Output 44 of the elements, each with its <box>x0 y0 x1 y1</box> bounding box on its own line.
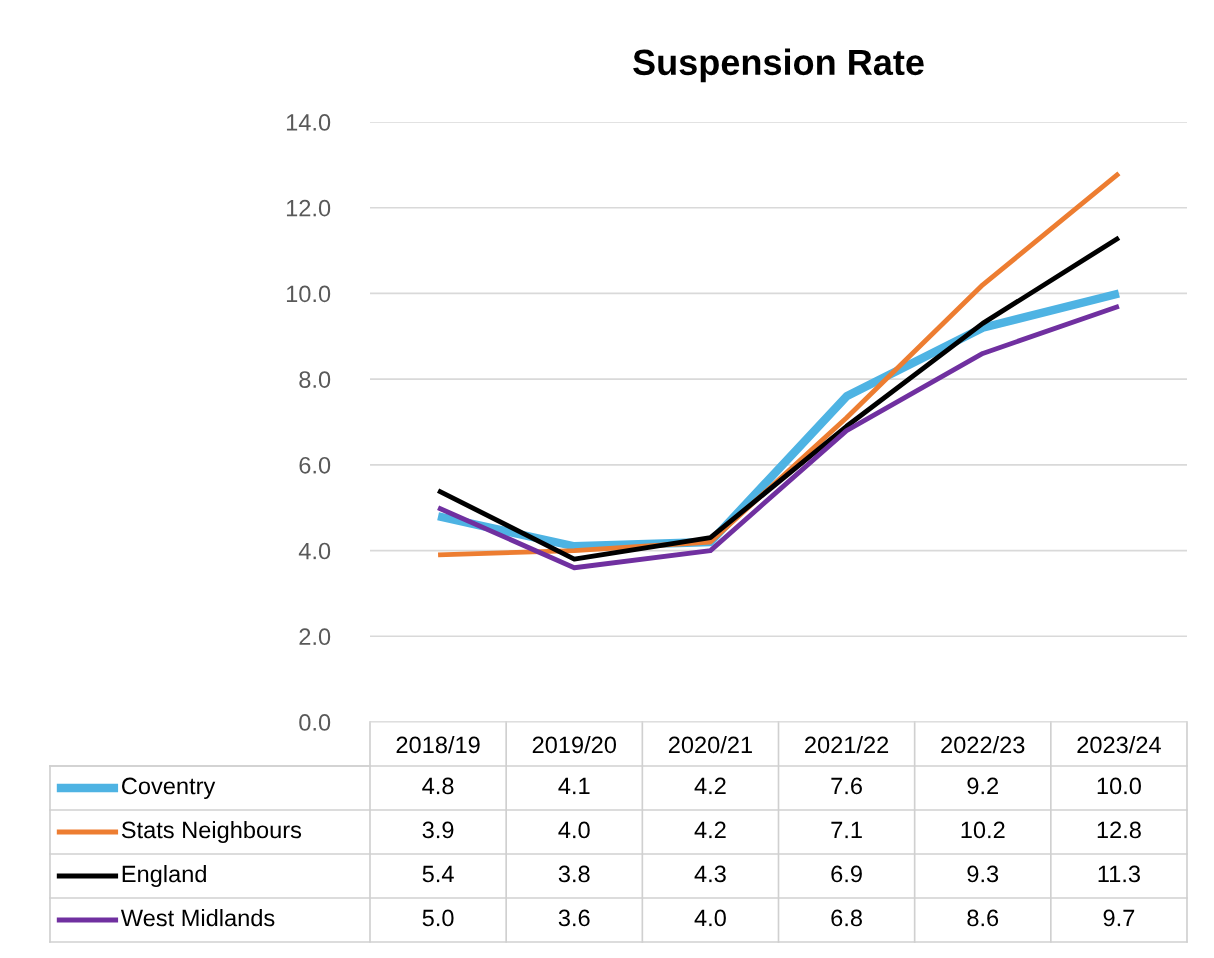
data-label: 9.3 <box>967 865 999 883</box>
y-tick-label: 10.0 <box>286 285 331 303</box>
legend-label: Stats Neighbours <box>121 820 302 844</box>
y-tick-label: 8.0 <box>299 371 331 388</box>
y-tick-label: 6.0 <box>299 456 331 474</box>
data-label: 12.8 <box>1097 821 1141 839</box>
data-label: 8.6 <box>967 909 999 927</box>
data-label: 10.2 <box>961 821 1005 839</box>
data-label: 4.2 <box>694 777 726 795</box>
data-label: 3.9 <box>422 821 454 839</box>
y-tick-label: 0.0 <box>299 714 331 731</box>
data-label: 9.2 <box>967 777 998 795</box>
legend-label: Coventry <box>122 777 216 800</box>
legend-label: West Midlands <box>120 908 275 927</box>
data-label: 5.4 <box>422 865 454 883</box>
data-label: 6.8 <box>831 909 862 927</box>
x-tick-label: 2022/23 <box>941 735 1025 754</box>
data-label: 9.7 <box>1103 909 1135 927</box>
data-label: 3.6 <box>558 909 590 927</box>
data-label: 10.0 <box>1097 777 1141 795</box>
data-label: 4.8 <box>422 777 454 795</box>
data-label: 5.0 <box>422 909 454 927</box>
x-tick-label: 2018/19 <box>396 735 480 754</box>
data-label: 4.1 <box>558 777 590 795</box>
data-label: 3.8 <box>558 865 590 883</box>
chart-title: Suspension Rate <box>633 48 924 83</box>
y-tick-label: 4.0 <box>298 542 331 560</box>
line-series <box>435 235 1122 562</box>
data-label: 4.0 <box>558 821 590 839</box>
y-tick-label: 2.0 <box>299 628 331 646</box>
data-label: 4.2 <box>694 821 726 839</box>
y-tick-label: 12.0 <box>286 199 331 217</box>
y-tick-label: 14.0 <box>286 114 331 131</box>
x-tick-label: 2021/22 <box>805 735 889 754</box>
data-label: 11.3 <box>1098 865 1140 883</box>
x-tick-label: 2023/24 <box>1077 735 1161 754</box>
legend-label: England <box>122 864 206 888</box>
x-tick-label: 2019/20 <box>532 735 616 754</box>
data-label: 7.1 <box>831 821 862 839</box>
data-label: 7.6 <box>831 777 862 795</box>
x-tick-label: 2020/21 <box>668 735 752 754</box>
data-label: 4.0 <box>694 909 726 927</box>
data-label: 4.3 <box>694 865 726 883</box>
data-label: 6.9 <box>831 865 862 883</box>
